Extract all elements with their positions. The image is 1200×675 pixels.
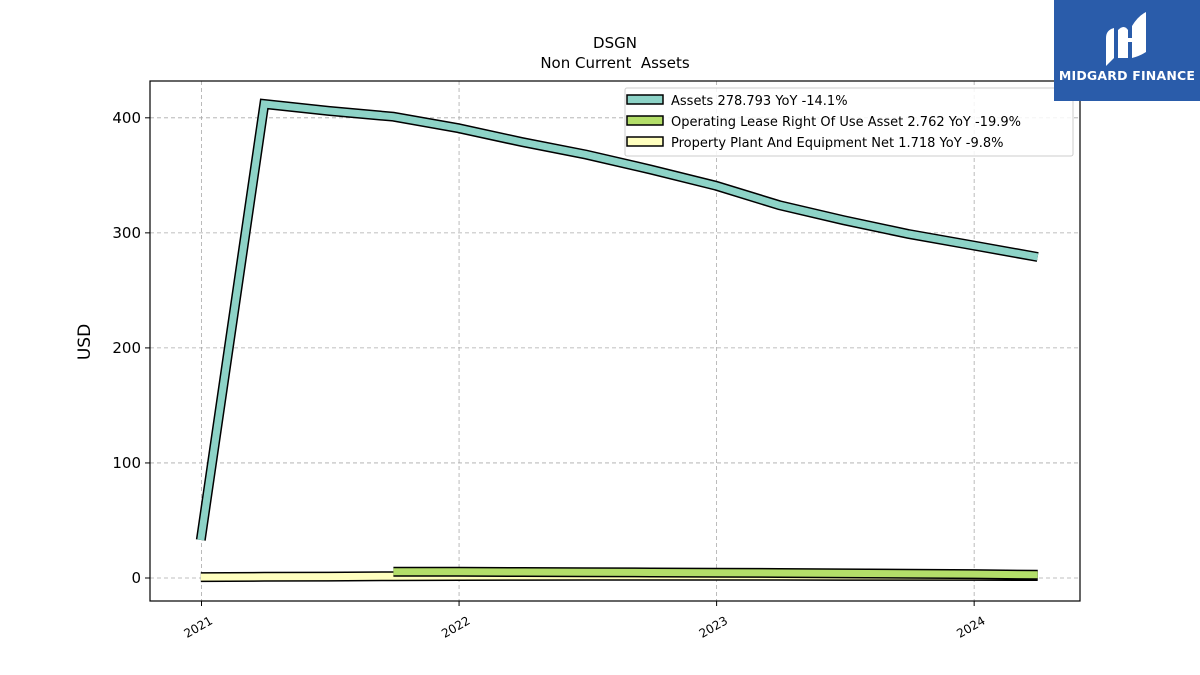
- legend-label: Assets 278.793 YoY -14.1%: [671, 94, 848, 109]
- legend-label: Operating Lease Right Of Use Asset 2.762…: [671, 115, 1021, 130]
- series-line-outline: [195, 98, 1039, 541]
- series-line: [393, 568, 1038, 579]
- brand-logo-text: MIDGARD FINANCE: [1058, 68, 1196, 83]
- axis-ticks: 0 100 200 300 400 2021 2022 2023 2024: [112, 109, 987, 641]
- legend: Assets 278.793 YoY -14.1% Operating Lease…: [624, 87, 1074, 157]
- x-tick-label: 2022: [439, 613, 472, 640]
- chart-title: DSGN: [593, 34, 637, 52]
- legend-swatch: [626, 136, 664, 147]
- y-tick-label: 200: [112, 339, 141, 357]
- legend-swatch: [626, 115, 664, 126]
- y-axis-label: USD: [75, 324, 95, 360]
- y-tick-label: 300: [112, 224, 141, 242]
- x-tick-label: 2024: [954, 613, 987, 640]
- y-tick-label: 100: [112, 454, 141, 472]
- plot-frame: [149, 80, 1081, 602]
- legend-swatch: [626, 94, 664, 105]
- y-tick-label: 0: [131, 569, 141, 587]
- series-line: [197, 100, 1039, 541]
- x-tick-label: 2021: [182, 613, 215, 640]
- legend-box: [624, 87, 1074, 157]
- y-tick-label: 400: [112, 109, 141, 127]
- series-layer: [195, 98, 1039, 583]
- grid: [150, 81, 1080, 601]
- chart-subtitle: Non Current Assets: [540, 54, 690, 72]
- legend-label: Property Plant And Equipment Net 1.718 Y…: [671, 136, 1004, 151]
- midgard-logo-icon: [1106, 12, 1146, 66]
- brand-logo: MIDGARD FINANCE: [1054, 0, 1200, 101]
- x-tick-label: 2023: [697, 613, 730, 640]
